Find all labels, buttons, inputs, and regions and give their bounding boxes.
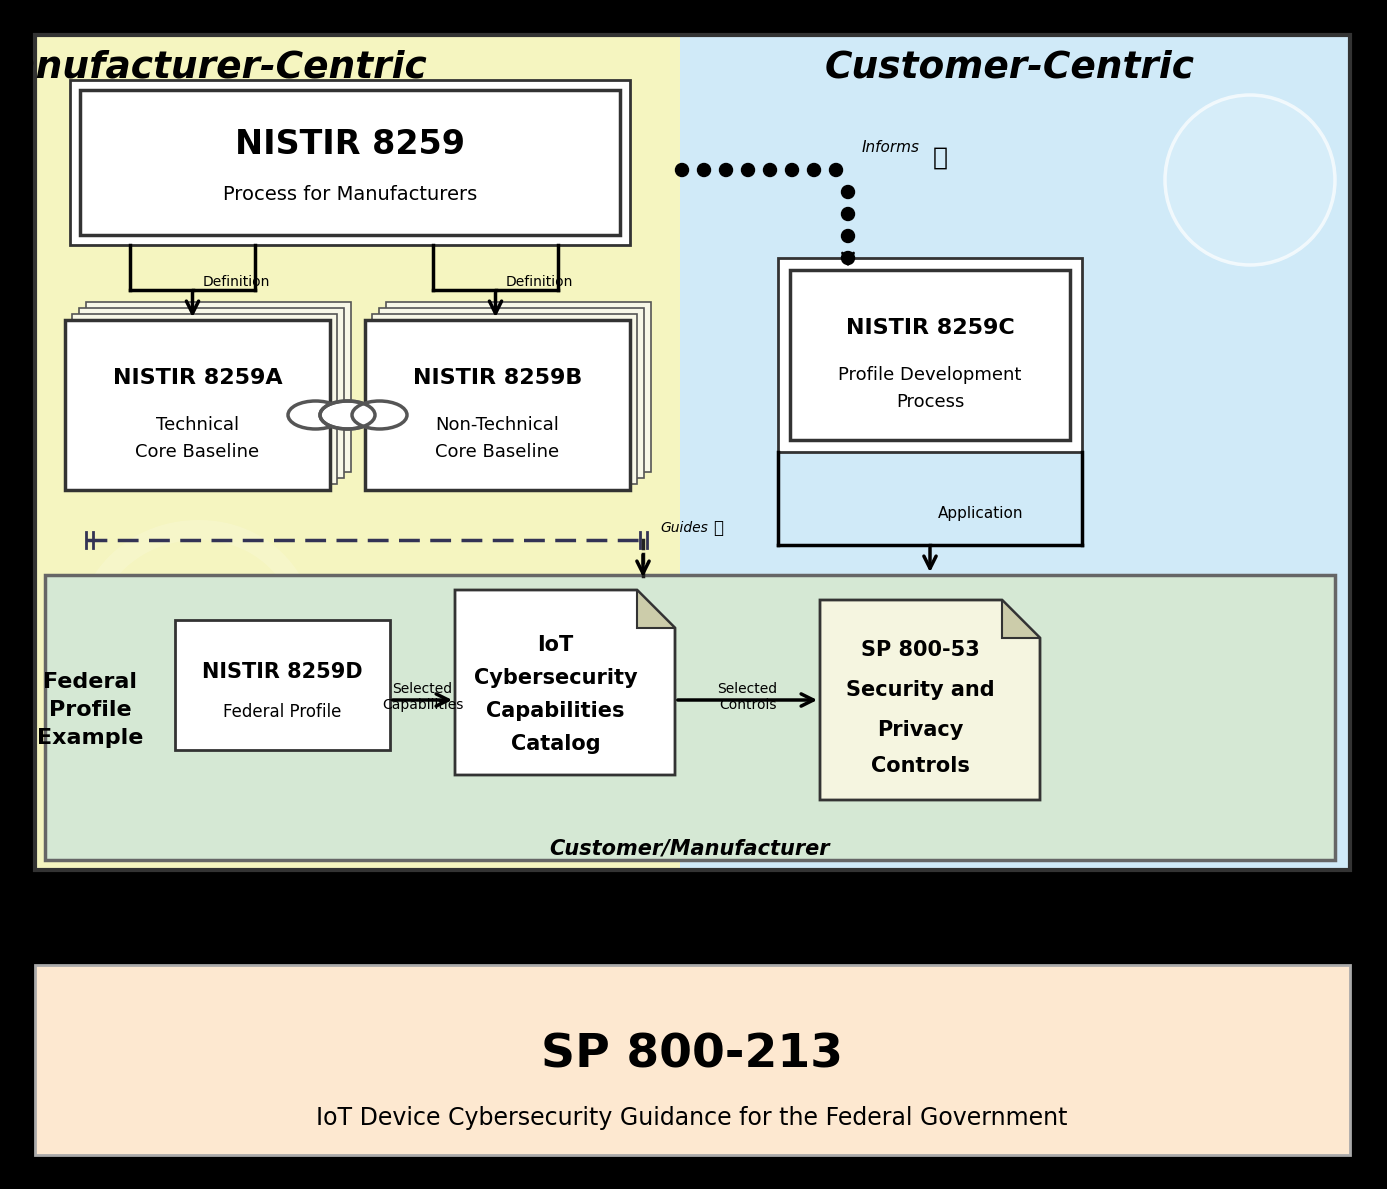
Text: Security and: Security and: [846, 680, 994, 700]
Text: Capabilities: Capabilities: [487, 702, 624, 721]
Text: Federal Profile: Federal Profile: [223, 703, 341, 721]
Circle shape: [842, 229, 854, 243]
Bar: [79, 308, 344, 478]
Text: Process: Process: [896, 394, 964, 411]
Circle shape: [742, 164, 755, 176]
Circle shape: [807, 164, 821, 176]
Text: Cybersecurity: Cybersecurity: [474, 668, 637, 688]
Bar: [35, 34, 680, 870]
Text: Selected
Controls: Selected Controls: [717, 682, 778, 712]
Bar: [791, 270, 1069, 440]
Text: Profile Development: Profile Development: [838, 366, 1022, 384]
Text: Guides: Guides: [660, 521, 707, 535]
Bar: [65, 320, 330, 490]
Bar: [80, 90, 620, 235]
Circle shape: [842, 252, 854, 264]
Text: IoT Device Cybersecurity Guidance for the Federal Government: IoT Device Cybersecurity Guidance for th…: [316, 1106, 1068, 1130]
Bar: [44, 575, 1336, 860]
Bar: [680, 34, 1350, 870]
Circle shape: [1165, 95, 1336, 265]
Text: 🏠: 🏠: [713, 520, 723, 537]
Ellipse shape: [320, 401, 374, 429]
Text: Federal
Profile
Example: Federal Profile Example: [37, 672, 143, 748]
Text: Technical: Technical: [155, 416, 239, 434]
Text: Definition: Definition: [203, 276, 270, 289]
Circle shape: [842, 185, 854, 199]
Text: Privacy: Privacy: [878, 721, 964, 740]
Bar: [69, 80, 630, 245]
Ellipse shape: [288, 401, 343, 429]
Text: Informs: Informs: [861, 140, 920, 156]
Text: Application: Application: [938, 507, 1024, 521]
Circle shape: [698, 164, 710, 176]
Bar: [86, 302, 351, 472]
Text: Controls: Controls: [871, 756, 970, 776]
Polygon shape: [455, 590, 675, 775]
Polygon shape: [820, 600, 1040, 800]
Text: NISTIR 8259: NISTIR 8259: [234, 128, 465, 162]
Text: SP 800-53: SP 800-53: [861, 640, 979, 660]
Ellipse shape: [352, 401, 406, 429]
Text: Core Baseline: Core Baseline: [436, 443, 559, 461]
Circle shape: [842, 208, 854, 220]
Text: Core Baseline: Core Baseline: [136, 443, 259, 461]
Polygon shape: [1001, 600, 1040, 638]
Circle shape: [675, 164, 688, 176]
Text: IoT: IoT: [537, 635, 574, 655]
Text: Catalog: Catalog: [510, 734, 601, 754]
Text: Customer/Manufacturer: Customer/Manufacturer: [549, 838, 831, 858]
Text: NISTIR 8259D: NISTIR 8259D: [203, 662, 363, 682]
Text: NISTIR 8259B: NISTIR 8259B: [413, 369, 583, 388]
Text: Process for Manufacturers: Process for Manufacturers: [223, 185, 477, 205]
Circle shape: [763, 164, 777, 176]
Circle shape: [785, 164, 799, 176]
Text: Non-Technical: Non-Technical: [436, 416, 559, 434]
Text: Selected
Capabilities: Selected Capabilities: [381, 682, 463, 712]
Text: 💡: 💡: [932, 146, 947, 170]
Text: NISTIR 8259A: NISTIR 8259A: [112, 369, 283, 388]
Bar: [72, 314, 337, 484]
Bar: [35, 34, 1350, 870]
Text: NISTIR 8259C: NISTIR 8259C: [846, 317, 1014, 338]
Bar: [372, 314, 637, 484]
Bar: [365, 320, 630, 490]
Polygon shape: [637, 590, 675, 628]
Bar: [35, 965, 1350, 1155]
Bar: [379, 308, 644, 478]
Bar: [778, 258, 1082, 452]
Text: Definition: Definition: [505, 276, 573, 289]
Bar: [175, 619, 390, 750]
Text: @: @: [57, 505, 334, 775]
Text: Customer-Centric: Customer-Centric: [825, 50, 1196, 86]
Bar: [386, 302, 651, 472]
Text: Manufacturer-Centric: Manufacturer-Centric: [0, 50, 427, 86]
Circle shape: [829, 164, 842, 176]
Circle shape: [720, 164, 732, 176]
Text: SP 800-213: SP 800-213: [541, 1032, 843, 1077]
